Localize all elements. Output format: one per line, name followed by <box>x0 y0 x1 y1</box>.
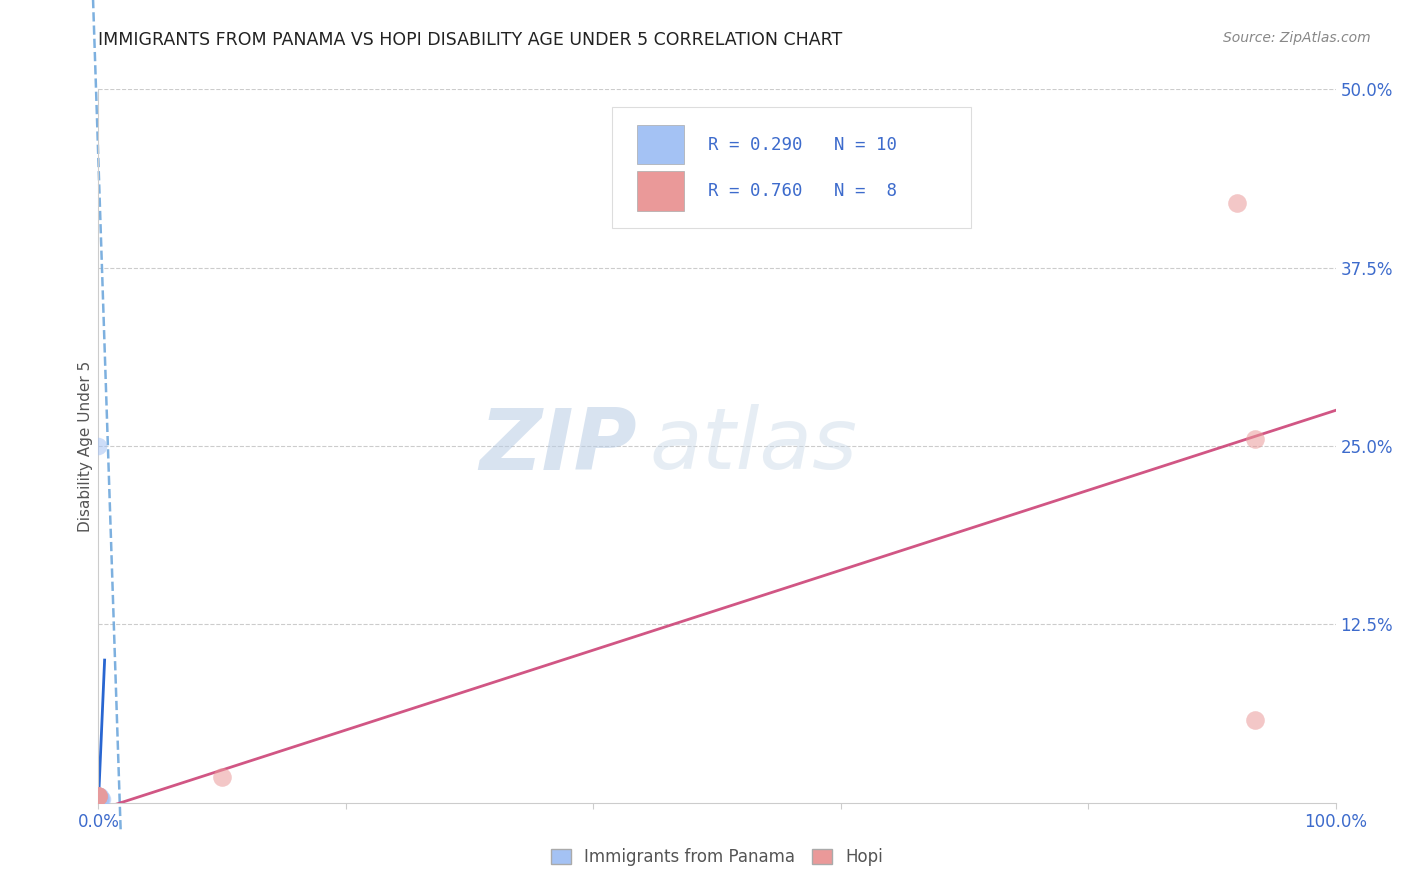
Text: atlas: atlas <box>650 404 858 488</box>
Y-axis label: Disability Age Under 5: Disability Age Under 5 <box>77 360 93 532</box>
Point <box>1244 713 1267 727</box>
Point <box>211 770 233 784</box>
Text: R = 0.760   N =  8: R = 0.760 N = 8 <box>709 182 897 200</box>
Point <box>91 791 114 805</box>
Legend: Immigrants from Panama, Hopi: Immigrants from Panama, Hopi <box>551 847 883 866</box>
Point <box>89 791 111 805</box>
Point <box>87 789 110 803</box>
Text: IMMIGRANTS FROM PANAMA VS HOPI DISABILITY AGE UNDER 5 CORRELATION CHART: IMMIGRANTS FROM PANAMA VS HOPI DISABILIT… <box>98 31 842 49</box>
Point <box>87 439 110 453</box>
Point <box>1226 196 1249 211</box>
Point <box>87 789 110 803</box>
Point <box>87 789 110 803</box>
Point <box>87 789 110 803</box>
FancyBboxPatch shape <box>637 171 683 211</box>
Point <box>87 789 110 803</box>
FancyBboxPatch shape <box>637 125 683 164</box>
Point <box>89 789 111 803</box>
Point <box>89 791 111 805</box>
Point <box>90 791 112 805</box>
Text: R = 0.290   N = 10: R = 0.290 N = 10 <box>709 136 897 153</box>
Point <box>87 789 110 803</box>
Point <box>1244 432 1267 446</box>
FancyBboxPatch shape <box>612 107 970 228</box>
Point <box>87 789 110 803</box>
Text: Source: ZipAtlas.com: Source: ZipAtlas.com <box>1223 31 1371 45</box>
Text: ZIP: ZIP <box>479 404 637 488</box>
Point <box>87 789 110 803</box>
